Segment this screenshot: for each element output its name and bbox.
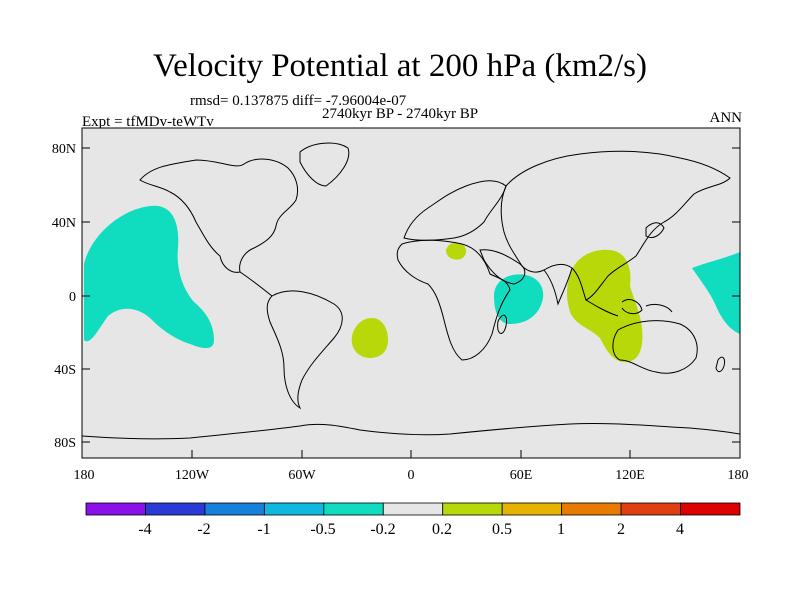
time-range-label: 2740kyr BP - 2740kyr BP <box>322 106 479 122</box>
lat-label-40n: 40N <box>52 216 76 231</box>
plot-title: Velocity Potential at 200 hPa (km2/s) <box>152 48 648 84</box>
colorbar-label-p05: 0.5 <box>492 521 512 538</box>
lat-axis <box>82 147 740 443</box>
colorbar-label-p1: 1 <box>557 521 565 538</box>
season-label: ANN <box>709 110 743 126</box>
coast-africa <box>396 239 511 361</box>
lat-label-40s: 40S <box>54 363 76 378</box>
coastlines <box>82 142 740 440</box>
anomaly-west-indian-ocean <box>494 274 544 324</box>
lon-label-180w: 180 <box>74 468 95 483</box>
colorbar-swatch-2 <box>204 502 265 516</box>
colorbar-label-p4: 4 <box>676 521 684 538</box>
lon-label-60e: 60E <box>510 468 533 483</box>
colorbar-swatch-6 <box>442 502 503 516</box>
coast-new-zealand <box>715 356 725 373</box>
colorbar-label-p2: 2 <box>617 521 625 538</box>
colorbar-label-m02: -0.2 <box>370 521 395 538</box>
colorbar-label-p02: 0.2 <box>432 521 452 538</box>
colorbar-swatch-3 <box>263 502 325 516</box>
colorbar-label-m05: -0.5 <box>310 521 335 538</box>
coast-central-america <box>239 271 273 297</box>
coast-australia <box>612 320 698 374</box>
colorbar-swatch-4 <box>323 502 384 516</box>
anomaly-west-pacific-dateline <box>692 252 740 334</box>
coast-south-america <box>266 290 343 410</box>
colorbar-swatch-5 <box>382 502 444 516</box>
colorbar-swatch-8 <box>561 502 622 516</box>
lat-label-0: 0 <box>69 290 76 305</box>
stats-line: rmsd= 0.137875 diff= -7.96004e-07 <box>190 93 407 109</box>
colorbar-swatch-9 <box>620 502 681 516</box>
anomaly-north-africa <box>446 242 467 260</box>
lon-label-0: 0 <box>408 468 415 483</box>
coast-indonesia <box>585 299 673 317</box>
anomaly-south-atlantic <box>351 318 388 358</box>
colorbar-label-m4: -4 <box>138 521 151 538</box>
experiment-label: Expt = tfMDv-teWTv <box>82 114 214 130</box>
coast-japan <box>645 222 665 239</box>
lon-axis <box>191 450 631 458</box>
colorbar-swatch-0 <box>85 502 146 516</box>
coast-madagascar <box>497 314 507 334</box>
lat-label-80n: 80N <box>52 142 76 157</box>
lon-label-60w: 60W <box>288 468 316 483</box>
coast-greenland <box>299 142 350 187</box>
coast-arabia <box>479 249 526 285</box>
coast-india <box>543 267 573 306</box>
colorbar-swatch-10 <box>680 502 741 516</box>
anomaly-central-pacific <box>84 205 214 349</box>
colorbar-label-m1: -1 <box>257 521 270 538</box>
colorbar-swatch-7 <box>501 502 563 516</box>
lat-label-80s: 80S <box>54 436 76 451</box>
coast-asia <box>500 150 731 301</box>
colorbar <box>85 502 741 516</box>
lon-label-120e: 120E <box>615 468 645 483</box>
lon-label-180e: 180 <box>728 468 749 483</box>
lon-label-120w: 120W <box>175 468 210 483</box>
coast-antarctica <box>82 422 740 440</box>
colorbar-swatch-1 <box>145 502 206 516</box>
colorbar-label-m2: -2 <box>197 521 210 538</box>
coast-north-america <box>139 158 299 273</box>
anomaly-maritime-continent <box>567 249 643 363</box>
